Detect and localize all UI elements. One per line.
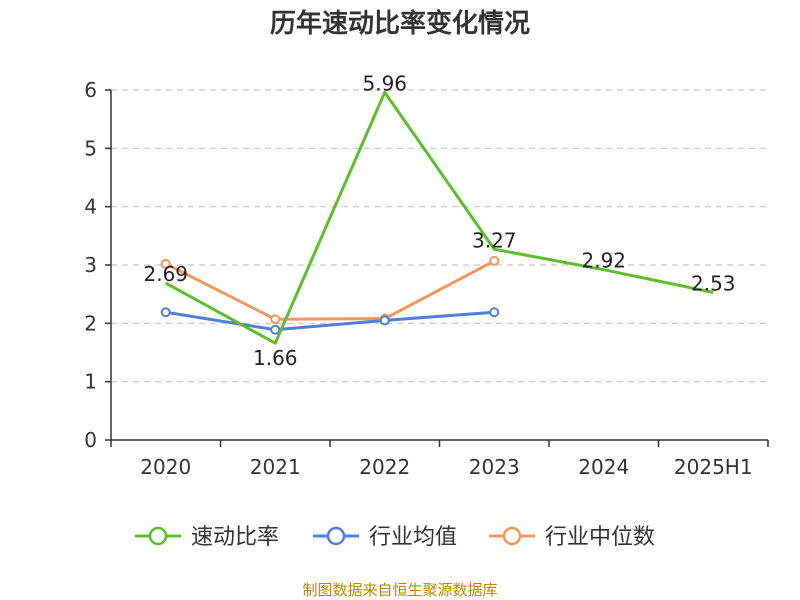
data-point: [489, 255, 500, 266]
chart-title: 历年速动比率变化情况: [270, 8, 530, 39]
x-tick-label: 2023: [469, 455, 520, 479]
x-axis-ticks: 2020 2021 2022 2023 2024 2025H1: [110, 440, 769, 479]
y-axis-ticks: 0 1 2 3 4 5 6: [84, 78, 111, 452]
data-label: 3.27: [472, 228, 517, 252]
data-label: 1.66: [253, 346, 298, 370]
legend-label: 速动比率: [191, 525, 279, 550]
x-tick-label: 2024: [578, 455, 629, 479]
y-tick-label: 1: [84, 370, 97, 394]
axes: [110, 90, 768, 441]
series-line: [165, 310, 495, 332]
data-label: 2.69: [143, 262, 188, 286]
legend-label: 行业均值: [369, 525, 457, 550]
y-tick-label: 2: [84, 311, 97, 335]
y-tick-label: 3: [84, 253, 97, 277]
legend: 速动比率 行业均值 行业中位数: [135, 525, 655, 550]
data-label: 2.53: [691, 271, 736, 295]
legend-marker: [502, 526, 522, 546]
series-line: [165, 259, 495, 321]
series-line: [165, 90, 714, 345]
y-tick-label: 5: [84, 136, 97, 160]
data-label: 2.92: [581, 249, 626, 273]
data-point: [160, 258, 171, 269]
y-tick-label: 0: [84, 428, 97, 452]
data-point: [270, 314, 281, 325]
x-tick-label: 2022: [359, 455, 410, 479]
x-tick-label: 2025H1: [674, 455, 753, 479]
legend-marker: [148, 526, 168, 546]
grid-lines: [111, 89, 768, 383]
x-tick-label: 2021: [250, 455, 301, 479]
y-tick-label: 6: [84, 78, 97, 102]
series-lines: [160, 90, 714, 345]
data-point: [270, 324, 281, 335]
data-point: [160, 307, 171, 318]
data-point: [379, 315, 390, 326]
data-labels: 2.69 1.66 5.96 3.27 2.92 2.53: [143, 71, 735, 370]
data-label: 5.96: [362, 71, 407, 95]
y-tick-label: 4: [84, 195, 97, 219]
data-point: [489, 307, 500, 318]
legend-label: 行业中位数: [545, 525, 655, 550]
legend-marker: [326, 526, 346, 546]
x-tick-label: 2020: [140, 455, 191, 479]
source-note: 制图数据来自恒生聚源数据库: [302, 581, 497, 599]
